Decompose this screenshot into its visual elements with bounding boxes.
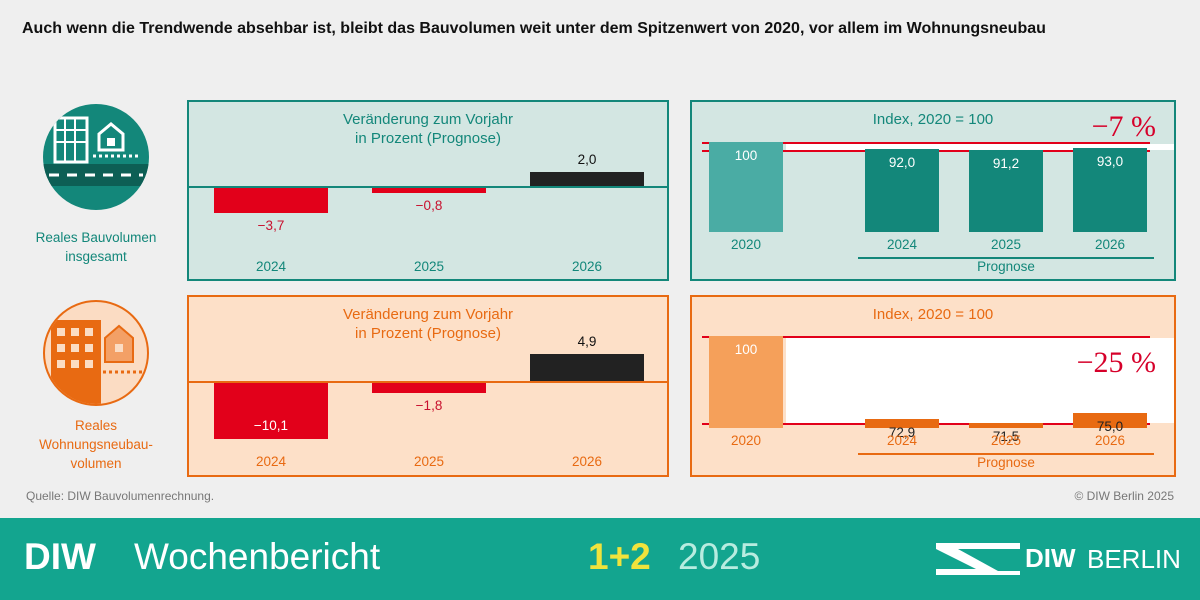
bar-2025	[969, 423, 1043, 428]
source-note: Quelle: DIW Bauvolumenrechnung.	[26, 489, 215, 503]
x-tick-2026: 2026	[571, 259, 603, 274]
bar-2026	[1073, 148, 1147, 232]
building-house-road-icon	[43, 104, 149, 210]
data-label-2026: 93,0	[1096, 154, 1124, 170]
bar-2026	[1073, 412, 1147, 428]
x-tick-2026: 2026	[1094, 433, 1126, 448]
gap-band	[786, 144, 1174, 150]
data-label-2024: −3,7	[257, 218, 285, 234]
data-label-2020: 100	[734, 342, 758, 358]
bar-2026	[530, 354, 644, 381]
row-label-wohnungsneubau: Reales Wohnungsneubau-volumen	[39, 418, 153, 471]
prognose-line	[858, 257, 1154, 259]
bar-2020	[709, 336, 783, 428]
footer-issue: 1+2	[588, 536, 651, 577]
footer-logo-city: BERLIN	[1087, 544, 1181, 574]
x-tick-2020: 2020	[730, 433, 762, 448]
bar-2024	[865, 149, 939, 232]
data-label-2024: 92,0	[888, 155, 916, 171]
data-label-2025: 91,2	[992, 155, 1020, 171]
apartment-house-icon	[43, 300, 149, 406]
data-label-2024: 72,9	[888, 425, 916, 441]
zero-line	[189, 186, 667, 188]
footer-year: 2025	[678, 536, 761, 577]
change-panel-wohnungsneubau: Veränderung zum Vorjahr in Prozent (Progn…	[187, 295, 669, 477]
panel-title: Veränderung zum Vorjahr in Prozent (Progn…	[342, 306, 514, 342]
x-tick-2026: 2026	[1094, 237, 1126, 252]
panel-title: Index, 2020 = 100	[872, 111, 994, 128]
reference-line-100	[702, 142, 1150, 144]
bar-2024	[865, 419, 939, 428]
bar-2024	[214, 188, 328, 214]
x-tick-2020: 2020	[730, 237, 762, 252]
x-tick-2025: 2025	[990, 237, 1022, 252]
bar-2025	[969, 149, 1043, 232]
data-label-2025: 71,5	[992, 429, 1020, 445]
index-panel-bauvolumen: Index, 2020 = 100 100 2020 92,0 2024 91,2 202…	[690, 100, 1176, 281]
data-label-2026: 2,0	[577, 152, 597, 168]
x-tick-2025: 2025	[990, 433, 1022, 448]
data-label-2024: −10,1	[253, 417, 289, 433]
bar-2020	[709, 142, 783, 232]
gap-band	[786, 338, 1174, 424]
x-tick-2024: 2024	[255, 259, 287, 274]
reference-line-100	[702, 336, 1150, 339]
panel-title: Index, 2020 = 100	[872, 306, 994, 323]
data-label-2020: 100	[734, 148, 758, 163]
prognose-label: Prognose	[977, 455, 1035, 470]
footer-publication: Wochenbericht	[134, 536, 381, 577]
row-label-bauvolumen: Reales Bauvolumen insgesamt	[35, 230, 157, 264]
reduction-annotation: −25 %	[1076, 346, 1156, 379]
data-label-2025: −1,8	[415, 397, 443, 413]
prognose-line	[858, 453, 1154, 455]
data-label-2026: 75,0	[1096, 418, 1124, 434]
zero-line	[189, 381, 667, 383]
bar-2026	[530, 172, 644, 186]
x-tick-2026: 2026	[571, 454, 603, 469]
change-panel-bauvolumen: Veränderung zum Vorjahr in Prozent (Progn…	[187, 100, 669, 281]
bar-2025	[372, 383, 486, 393]
x-tick-2025: 2025	[413, 259, 445, 274]
x-tick-2024: 2024	[886, 237, 918, 252]
prognose-label: Prognose	[977, 259, 1035, 274]
headline: Auch wenn die Trendwende absehbar ist, b…	[22, 20, 1046, 37]
x-tick-2025: 2025	[413, 454, 445, 469]
diw-logo-icon	[936, 543, 1020, 575]
x-tick-2024: 2024	[255, 454, 287, 469]
data-label-2026: 4,9	[577, 334, 597, 350]
data-label-2025: −0,8	[415, 198, 443, 214]
reduction-annotation: −7 %	[1091, 110, 1156, 143]
footer-logo-text: DIW	[1025, 543, 1076, 573]
panel-title: Veränderung zum Vorjahr in Prozent (Progn…	[342, 111, 514, 147]
bar-2024	[214, 383, 328, 439]
footer-bar	[0, 518, 1200, 600]
bar-2025	[372, 188, 486, 194]
x-tick-2024: 2024	[886, 433, 918, 448]
index-panel-wohnungsneubau: Index, 2020 = 100 100 2020 72,9 2024 71,5 202…	[690, 295, 1176, 477]
footer-brand: DIW	[24, 536, 96, 577]
copyright: © DIW Berlin 2025	[1074, 489, 1174, 503]
